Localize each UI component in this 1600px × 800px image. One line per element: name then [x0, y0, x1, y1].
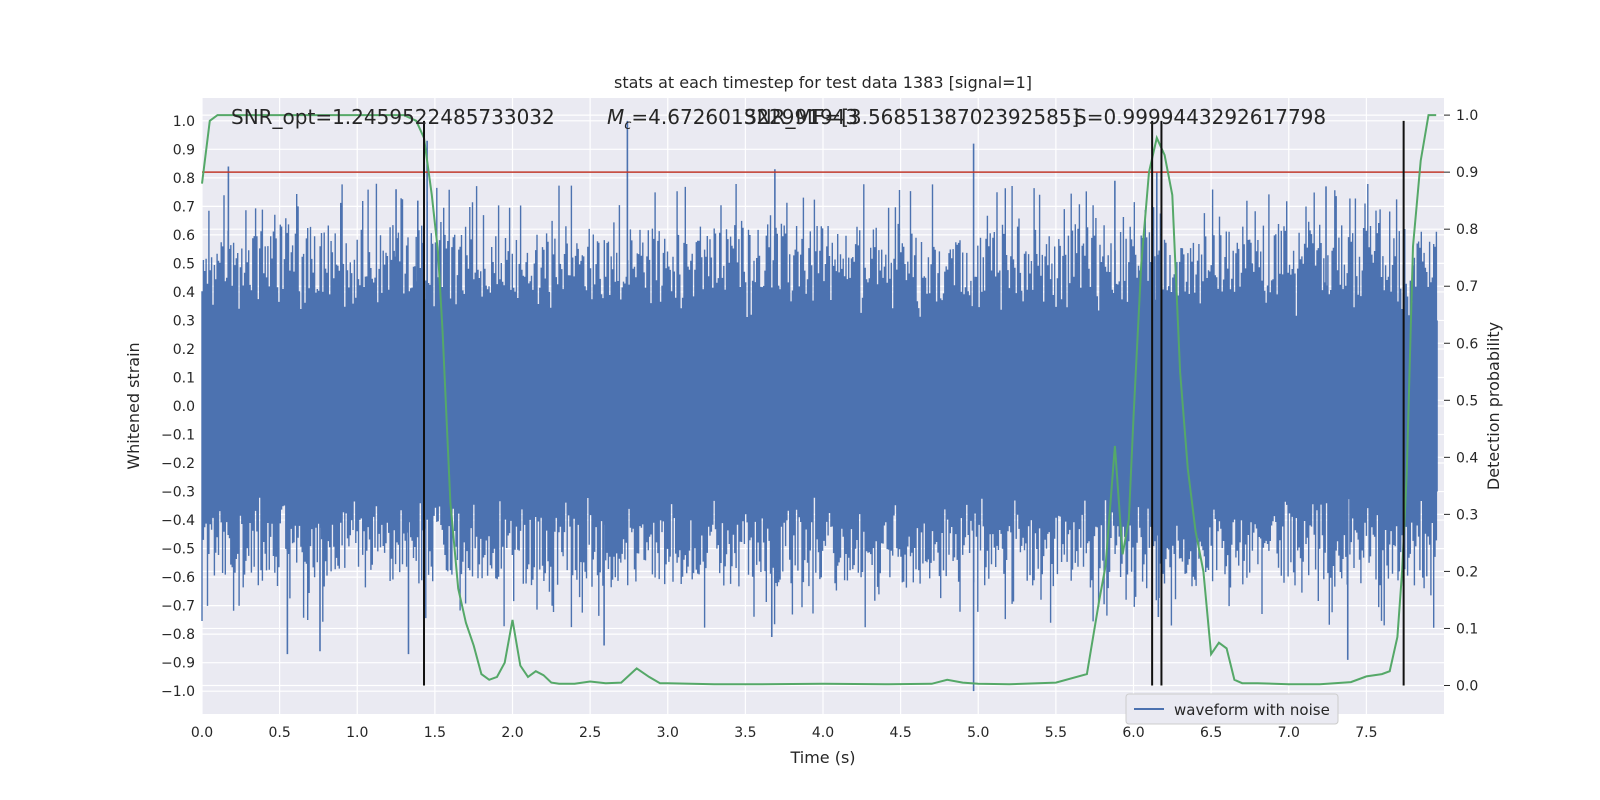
y-left-tick-label: −1.0 — [161, 684, 195, 700]
y-axis-label-left: Whitened strain — [124, 342, 143, 469]
y-left-tick-label: −0.8 — [161, 627, 195, 643]
y-left-tick-label: −0.9 — [161, 656, 195, 672]
snr-mf-annotation: SNR_MF=[3.5685138702392585] — [744, 105, 1079, 129]
detection-probability-series — [201, 114, 1437, 686]
y-right-tick-label: 0.2 — [1456, 564, 1478, 580]
y-left-tick-label: −0.2 — [161, 456, 195, 472]
y-right-tick-label: 0.1 — [1456, 621, 1478, 637]
y-axis-label-right: Detection probability — [1484, 322, 1503, 490]
y-left-tick-label: −0.1 — [161, 428, 195, 444]
y-right-tick-label: 1.0 — [1456, 108, 1478, 124]
y-left-tick-label: 0.2 — [173, 342, 195, 358]
x-tick-label: 4.5 — [889, 725, 911, 741]
x-axis-label: Time (s) — [789, 748, 855, 767]
y-right-tick-label: 0.5 — [1456, 393, 1478, 409]
y-left-tick-label: −0.7 — [161, 599, 195, 615]
y-left-tick-label: 1.0 — [173, 114, 195, 130]
x-tick-label: 3.0 — [657, 725, 679, 741]
legend-box — [1125, 693, 1339, 725]
waveform-series — [201, 120, 1438, 692]
x-tick-label: 6.0 — [1122, 725, 1144, 741]
y-left-tick-label: 0.1 — [173, 370, 195, 386]
y-left-tick-label: −0.4 — [161, 513, 195, 529]
waveform-core-band — [202, 320, 1438, 492]
right-y-axis-ticks: 1.0 0.9 0.8 0.7 0.6 0.5 0.4 0.3 0.2 0.1 0.0 — [1444, 108, 1478, 694]
y-right-tick-label: 0.7 — [1456, 279, 1478, 295]
x-tick-label: 4.0 — [812, 725, 834, 741]
x-tick-label: 6.5 — [1200, 725, 1222, 741]
y-right-tick-label: 0.3 — [1456, 507, 1478, 523]
y-left-tick-label: 0.7 — [173, 199, 195, 215]
y-left-tick-label: 0.8 — [173, 171, 195, 187]
s-value-annotation: S=0.9999443292617798 — [1074, 105, 1326, 129]
y-left-tick-label: −0.5 — [161, 542, 195, 558]
y-left-tick-label: 0.4 — [173, 285, 195, 301]
x-tick-label: 3.5 — [734, 725, 756, 741]
y-right-tick-label: 0.0 — [1456, 678, 1478, 694]
x-axis-ticks: 0.0 0.5 1.0 1.5 2.0 2.5 3.0 3.5 4.0 4.5 5.0 5.5 6.0 6… — [191, 725, 1378, 741]
mc-annotation: Mc=4.672601322991943 — [607, 105, 858, 133]
y-right-tick-label: 0.8 — [1456, 222, 1478, 238]
y-left-tick-label: −0.6 — [161, 570, 195, 586]
x-tick-label: 7.0 — [1278, 725, 1300, 741]
chart-title: stats at each timestep for test data 138… — [614, 73, 1032, 92]
x-tick-label: 0.5 — [268, 725, 290, 741]
y-left-tick-label: 0.5 — [173, 256, 195, 272]
y-left-tick-label: 0.6 — [173, 228, 195, 244]
x-tick-label: 2.0 — [501, 725, 523, 741]
vertical-markers — [423, 120, 1405, 686]
x-tick-label: 1.5 — [424, 725, 446, 741]
x-tick-label: 5.5 — [1045, 725, 1067, 741]
x-tick-label: 7.5 — [1355, 725, 1377, 741]
snr-opt-annotation: SNR_opt=1.2459522485733032 — [231, 105, 555, 129]
x-tick-label: 1.0 — [346, 725, 368, 741]
y-left-tick-label: 0.9 — [173, 142, 195, 158]
y-right-tick-label: 0.6 — [1456, 336, 1478, 352]
x-tick-label: 5.0 — [967, 725, 989, 741]
y-left-tick-label: 0.3 — [173, 313, 195, 329]
x-tick-label: 0.0 — [191, 725, 213, 741]
legend-label: waveform with noise — [1174, 701, 1330, 719]
y-left-tick-label: −0.3 — [161, 485, 195, 501]
x-tick-label: 2.5 — [579, 725, 601, 741]
y-right-tick-label: 0.4 — [1456, 450, 1478, 466]
left-y-axis-ticks: 1.0 0.9 0.8 0.7 0.6 0.5 0.4 0.3 0.2 0.1 0.0 −0.1 −0.… — [161, 114, 195, 700]
y-right-tick-label: 0.9 — [1456, 165, 1478, 181]
probability-line — [201, 114, 1437, 686]
y-left-tick-label: 0.0 — [173, 399, 195, 415]
legend: waveform with noise — [1125, 693, 1339, 725]
